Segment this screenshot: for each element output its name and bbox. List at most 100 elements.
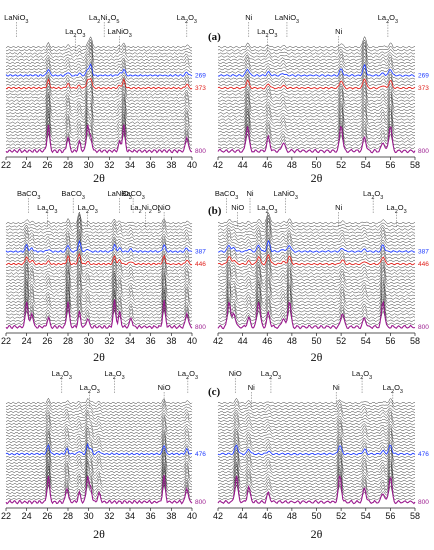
trace-line (5, 58, 193, 71)
trace-line (217, 256, 416, 269)
peak-annotation: NiO (158, 383, 171, 392)
peak-annotation: Ni (335, 27, 342, 36)
trace-line (5, 119, 193, 134)
x-tick-label: 40 (187, 160, 197, 170)
trace-line (5, 51, 193, 65)
peak-annotation: LaNiO3 (275, 13, 299, 25)
trace-line (5, 266, 192, 278)
series-373-line (5, 77, 193, 90)
peak-annotation: La2O3 (80, 383, 100, 395)
x-tick-label: 36 (146, 511, 156, 521)
trace-line (5, 67, 193, 80)
series-label-800: 800 (195, 148, 206, 155)
trace-line (5, 233, 193, 247)
trace-line (5, 423, 193, 432)
trace-line (217, 84, 415, 96)
series-label-387: 387 (195, 248, 206, 255)
x-tick-label: 46 (262, 511, 272, 521)
trace-line (5, 86, 193, 99)
series-373-line (217, 78, 416, 90)
x-tick-label: 28 (63, 511, 73, 521)
x-tick-label: 24 (22, 160, 32, 170)
trace-line (217, 244, 416, 256)
series-label-269: 269 (418, 72, 429, 79)
peak-annotation: LaNiO3 (4, 13, 28, 25)
trace-line (5, 70, 193, 83)
trace-line (217, 133, 416, 150)
trace-line (217, 48, 416, 61)
trace-line (5, 297, 193, 313)
trace-line (5, 397, 193, 405)
trace-line (217, 93, 415, 105)
trace-line (217, 59, 416, 71)
trace-line (6, 274, 193, 288)
trace-line (5, 41, 193, 55)
trace-line (217, 217, 416, 231)
trace-line (5, 409, 193, 417)
trace-line (217, 44, 416, 58)
peak-annotation: LaNiO3 (108, 189, 132, 201)
x-tick-label: 22 (1, 511, 11, 521)
plot-b-left: 387 446 800 22 24 26 28 30 32 34 36 38 40 2θ BaCO3 La2O… (1, 189, 206, 364)
x-tick-label: 50 (311, 336, 321, 346)
trace-line (217, 36, 416, 49)
trace-line (5, 303, 193, 319)
x-tick-label: 54 (361, 336, 371, 346)
trace-line (5, 126, 193, 143)
plot-a-left: 269 373 800 22 24 26 28 30 32 34 36 38 40 2θ LaNiO3 La2… (1, 13, 206, 185)
x-tick-label: 28 (63, 160, 73, 170)
trace-line (5, 36, 193, 49)
series-800-line (217, 125, 416, 154)
peak-annotation: La2O3 (383, 383, 403, 395)
x-tick-label: 42 (213, 511, 223, 521)
x-tick-label: 52 (336, 336, 346, 346)
trace-line (217, 436, 416, 447)
plot-c-left: 476 800 22 24 26 28 30 32 34 36 38 40 2θ La2O3 La2O3 La… (1, 369, 206, 541)
trace-line (217, 124, 416, 140)
series-476-line (5, 442, 192, 456)
trace-line (5, 122, 193, 137)
trace-line (5, 228, 193, 241)
x-tick-label: 34 (125, 336, 135, 346)
trace-line (6, 213, 193, 228)
x-tick-label: 58 (410, 511, 420, 521)
trace-line (5, 90, 193, 102)
peak-annotation: La2O3 (65, 27, 85, 39)
trace-line (218, 306, 416, 322)
peak-annotation: La2O3 (261, 369, 281, 381)
x-tick-label: 32 (104, 511, 114, 521)
series-800-line (5, 474, 193, 505)
trace-line (218, 289, 415, 304)
trace-line (5, 282, 193, 297)
trace-line (217, 52, 416, 65)
trace-line (5, 471, 193, 486)
trace-line (217, 231, 416, 244)
x-tick-label: 48 (287, 160, 297, 170)
trace-line (5, 124, 193, 140)
trace-line (217, 234, 416, 247)
series-269-line (5, 63, 193, 78)
trace-line (5, 271, 193, 285)
trace-line (5, 474, 193, 489)
x-tick-label: 36 (146, 160, 156, 170)
series-446-line (217, 253, 416, 266)
x-tick-label: 44 (238, 336, 248, 346)
peak-annotation: La2O3 (37, 203, 57, 215)
trace-line (217, 102, 416, 115)
x-tick-label: 48 (287, 511, 297, 521)
x-tick-label: 50 (311, 160, 321, 170)
trace-line (217, 477, 416, 492)
trace-line (5, 244, 193, 256)
trace-line (5, 81, 193, 93)
x-tick-label: 34 (125, 160, 135, 170)
trace-line (217, 39, 416, 52)
trace-line (217, 400, 416, 408)
trace-line (5, 403, 193, 411)
x-tick-label: 26 (42, 160, 52, 170)
trace-line (5, 115, 193, 131)
x-tick-label: 38 (166, 336, 176, 346)
trace-line (5, 445, 193, 459)
series-387-line (5, 239, 193, 253)
peak-annotation: La2O3 (77, 203, 97, 215)
